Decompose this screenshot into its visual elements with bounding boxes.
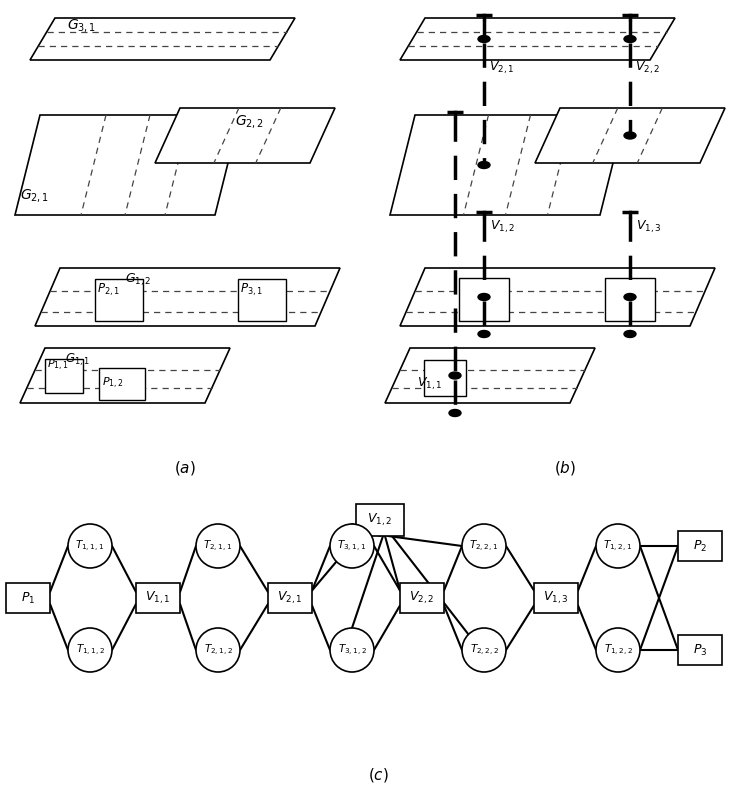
Bar — [136, 583, 180, 613]
Ellipse shape — [478, 293, 490, 300]
Text: $V_{2,1}$: $V_{2,1}$ — [277, 589, 302, 606]
Bar — [459, 278, 509, 322]
Ellipse shape — [478, 162, 490, 169]
Polygon shape — [20, 348, 230, 403]
Bar — [95, 279, 143, 321]
Bar — [356, 504, 404, 536]
Text: $G_{3,1}$: $G_{3,1}$ — [67, 17, 96, 34]
Circle shape — [330, 524, 374, 568]
Text: $V_{2,1}$: $V_{2,1}$ — [489, 60, 514, 76]
Bar — [268, 583, 312, 613]
Bar — [605, 278, 655, 322]
Text: $V_{1,3}$: $V_{1,3}$ — [636, 219, 662, 235]
Bar — [400, 583, 444, 613]
Polygon shape — [400, 268, 715, 326]
Ellipse shape — [624, 132, 636, 139]
Bar — [238, 279, 286, 321]
Polygon shape — [15, 115, 240, 215]
Polygon shape — [30, 18, 295, 60]
Text: $V_{2,2}$: $V_{2,2}$ — [410, 589, 435, 606]
Text: $T_{3,1,2}$: $T_{3,1,2}$ — [338, 642, 367, 657]
Text: $G_{2,2}$: $G_{2,2}$ — [235, 113, 264, 130]
Text: $V_{1,3}$: $V_{1,3}$ — [544, 589, 569, 606]
Bar — [6, 583, 50, 613]
Bar — [678, 635, 722, 665]
Text: $T_{2,1,1}$: $T_{2,1,1}$ — [203, 538, 233, 553]
Text: $T_{1,1,2}$: $T_{1,1,2}$ — [76, 642, 104, 657]
Text: $T_{1,2,2}$: $T_{1,2,2}$ — [603, 642, 633, 657]
Text: $P_{1,1}$: $P_{1,1}$ — [47, 358, 69, 373]
Text: $P_3$: $P_3$ — [692, 642, 707, 657]
Bar — [534, 583, 578, 613]
Text: $(a)$: $(a)$ — [174, 459, 196, 477]
Polygon shape — [385, 348, 595, 403]
Text: $V_{1,1}$: $V_{1,1}$ — [145, 589, 171, 606]
Circle shape — [462, 524, 506, 568]
Text: $(b)$: $(b)$ — [554, 459, 576, 477]
Text: $T_{2,2,1}$: $T_{2,2,1}$ — [469, 538, 498, 553]
Circle shape — [596, 628, 640, 672]
Polygon shape — [155, 108, 335, 163]
Text: $G_{1,2}$: $G_{1,2}$ — [125, 271, 151, 288]
Text: $V_{2,2}$: $V_{2,2}$ — [635, 60, 660, 76]
Circle shape — [462, 628, 506, 672]
Circle shape — [196, 524, 240, 568]
Text: $T_{2,1,2}$: $T_{2,1,2}$ — [203, 642, 232, 657]
Circle shape — [68, 524, 112, 568]
Ellipse shape — [449, 372, 461, 379]
Text: $T_{3,1,1}$: $T_{3,1,1}$ — [337, 538, 367, 553]
Text: $P_{3,1}$: $P_{3,1}$ — [240, 281, 263, 298]
Text: $T_{1,1,1}$: $T_{1,1,1}$ — [76, 538, 104, 553]
Text: $T_{1,2,1}$: $T_{1,2,1}$ — [603, 538, 633, 553]
Text: $V_{1,1}$: $V_{1,1}$ — [417, 375, 442, 392]
Polygon shape — [35, 268, 340, 326]
Text: $P_{2,1}$: $P_{2,1}$ — [97, 281, 120, 298]
Ellipse shape — [624, 293, 636, 300]
Bar — [99, 368, 145, 400]
Text: $(c)$: $(c)$ — [367, 766, 389, 784]
Ellipse shape — [478, 330, 490, 337]
Text: $G_{1,1}$: $G_{1,1}$ — [65, 352, 90, 368]
Polygon shape — [400, 18, 675, 60]
Ellipse shape — [624, 330, 636, 337]
Text: $P_1$: $P_1$ — [21, 590, 35, 605]
Text: $P_2$: $P_2$ — [693, 538, 707, 553]
Ellipse shape — [624, 35, 636, 43]
Polygon shape — [535, 108, 725, 163]
Polygon shape — [390, 115, 625, 215]
Circle shape — [196, 628, 240, 672]
Circle shape — [596, 524, 640, 568]
Text: $G_{2,1}$: $G_{2,1}$ — [20, 187, 49, 203]
Circle shape — [68, 628, 112, 672]
Text: $T_{2,2,2}$: $T_{2,2,2}$ — [469, 642, 498, 657]
Bar — [678, 531, 722, 561]
Text: $P_{1,2}$: $P_{1,2}$ — [102, 376, 124, 392]
Ellipse shape — [449, 410, 461, 417]
Bar — [45, 359, 83, 392]
Ellipse shape — [478, 35, 490, 43]
Circle shape — [330, 628, 374, 672]
Text: $V_{1,2}$: $V_{1,2}$ — [367, 511, 392, 528]
Text: $V_{1,2}$: $V_{1,2}$ — [490, 219, 515, 235]
Bar — [424, 360, 466, 396]
